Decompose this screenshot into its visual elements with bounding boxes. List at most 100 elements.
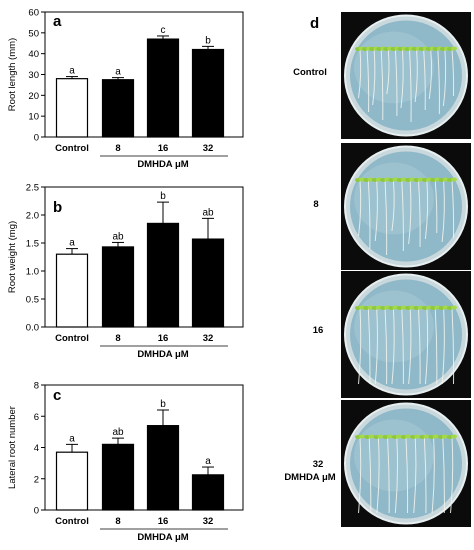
root <box>451 180 455 239</box>
root <box>409 49 412 123</box>
y-tick-label: 2.0 <box>26 211 39 222</box>
panel-letter-b: b <box>53 199 62 216</box>
root <box>424 180 429 240</box>
root <box>441 180 445 243</box>
bar-16 <box>146 222 180 328</box>
root <box>391 308 395 385</box>
chart-panel-a: a 0 10 20 30 40 50 60 Root length (mm) a Control a 8… <box>7 8 244 170</box>
seedling-leaf <box>451 305 457 310</box>
root <box>374 180 378 242</box>
root <box>400 49 404 109</box>
significance-letter: ab <box>202 207 214 218</box>
seedling-leaf <box>451 434 457 439</box>
significance-letter: b <box>160 191 166 202</box>
significance-letter: b <box>160 399 166 410</box>
root <box>394 49 398 117</box>
y-tick-label: 2 <box>34 474 39 485</box>
petri-dish-4 <box>341 400 471 527</box>
root <box>418 308 421 385</box>
y-axis-label: Lateral root number <box>7 406 18 489</box>
root <box>423 49 426 111</box>
root <box>442 437 445 514</box>
bar-8 <box>101 79 135 138</box>
y-tick-label: 0 <box>34 133 39 144</box>
petri-dish-3 <box>341 271 471 398</box>
petri-dish-1 <box>341 12 471 139</box>
panel-letter-c: c <box>53 387 61 404</box>
significance-letter: b <box>205 35 211 46</box>
seedling-leaf <box>359 434 365 439</box>
root <box>428 49 432 100</box>
x-tick-label: Control <box>55 333 89 344</box>
significance-letter: c <box>161 25 166 36</box>
root <box>434 308 438 385</box>
root <box>386 49 390 95</box>
x-axis-label: DMHDA μM <box>137 159 188 170</box>
significance-letter: ab <box>112 427 124 438</box>
root <box>424 308 429 385</box>
root <box>437 49 440 115</box>
x-tick-label: 8 <box>115 333 120 344</box>
panel-letter-d: d <box>310 15 319 32</box>
chart-panel-c: c 0 2 4 6 8 Lateral root number a Control ab 8 b 16 a… <box>7 381 244 543</box>
root <box>431 437 435 514</box>
significance-letter: a <box>69 433 75 444</box>
root <box>408 308 412 385</box>
y-tick-label: 60 <box>28 8 39 19</box>
root <box>423 437 427 514</box>
root <box>358 180 362 237</box>
root <box>358 308 362 385</box>
y-tick-label: 1.5 <box>26 239 39 250</box>
root <box>384 308 388 385</box>
seedling-leaf <box>368 434 375 439</box>
plate-label-16: 16 <box>313 325 324 336</box>
seedling-leaf <box>451 177 457 182</box>
x-tick-label: 16 <box>158 333 169 344</box>
bar-8 <box>101 246 135 328</box>
root <box>442 49 447 107</box>
bar-Control <box>55 253 89 328</box>
bar-Control <box>55 451 89 511</box>
root <box>387 437 390 514</box>
x-tick-label: 32 <box>203 516 214 527</box>
root <box>374 308 378 385</box>
root <box>372 49 376 106</box>
plate-label-unit: DMHDA μM <box>284 472 335 483</box>
root <box>451 49 455 97</box>
y-tick-label: 50 <box>28 28 39 39</box>
significance-letter: a <box>205 456 211 467</box>
root <box>384 180 388 256</box>
seedling-leaf <box>395 434 402 439</box>
y-tick-label: 20 <box>28 91 39 102</box>
x-tick-label: 16 <box>158 516 169 527</box>
bar-32 <box>191 48 225 138</box>
y-tick-label: 6 <box>34 412 39 423</box>
y-tick-label: 4 <box>34 443 39 454</box>
y-axis-label: Root weight (mg) <box>7 221 18 293</box>
root <box>367 308 371 385</box>
seedling-leaf <box>405 434 411 439</box>
root <box>418 180 421 248</box>
seedling-leaf <box>377 434 384 439</box>
plate-label-32: 32 <box>313 459 324 470</box>
agar-highlight <box>354 419 434 492</box>
seedling-leaf <box>414 434 421 439</box>
y-tick-label: 0.0 <box>26 323 39 334</box>
root <box>367 180 371 250</box>
root <box>450 437 454 514</box>
root <box>401 180 404 252</box>
root <box>358 49 362 99</box>
root <box>413 437 417 514</box>
significance-letter: a <box>69 238 75 249</box>
y-tick-label: 30 <box>28 70 39 81</box>
x-tick-label: 16 <box>158 143 169 154</box>
x-tick-label: 32 <box>203 333 214 344</box>
root <box>391 180 395 232</box>
plot-frame <box>44 186 244 328</box>
root <box>401 308 404 385</box>
x-axis-label: DMHDA μM <box>137 532 188 543</box>
root <box>414 49 418 103</box>
bar-16 <box>146 38 180 138</box>
